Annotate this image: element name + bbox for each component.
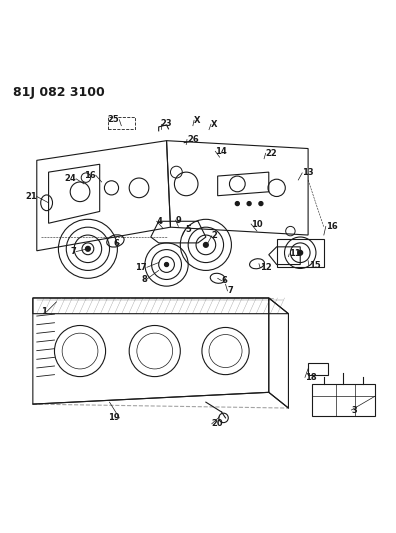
Text: 12: 12 [260,263,272,272]
Text: 16: 16 [84,171,96,180]
Text: 15: 15 [309,261,321,270]
Circle shape [247,201,251,206]
Text: 16: 16 [326,222,337,231]
Text: 20: 20 [212,419,223,429]
Text: X: X [211,119,217,128]
Text: 5: 5 [185,225,191,235]
Text: 3: 3 [351,406,357,415]
Text: 25: 25 [108,115,119,124]
Text: 4: 4 [157,217,163,226]
Text: 24: 24 [65,174,76,183]
Text: 17: 17 [135,263,147,272]
Circle shape [298,251,303,255]
Circle shape [235,201,239,206]
Text: 14: 14 [215,147,227,156]
Text: 22: 22 [266,149,277,158]
Text: 26: 26 [187,135,199,144]
Text: 19: 19 [108,414,119,422]
Text: 7: 7 [227,286,233,295]
Circle shape [86,246,90,251]
Text: 10: 10 [251,220,263,229]
Text: 1: 1 [41,307,47,316]
Text: 18: 18 [305,373,316,382]
Text: 23: 23 [161,119,172,128]
Text: 81J 082 3100: 81J 082 3100 [13,86,105,99]
Text: 21: 21 [25,192,37,201]
Text: 8: 8 [141,274,147,284]
Text: 6: 6 [222,276,227,285]
Text: 9: 9 [175,216,181,224]
Text: 11: 11 [289,249,301,259]
Circle shape [204,243,208,247]
Text: 13: 13 [302,168,314,177]
Text: 6: 6 [114,239,119,248]
Circle shape [259,201,263,206]
Text: 7: 7 [70,247,76,256]
Text: X: X [194,116,200,125]
Circle shape [165,263,169,266]
Text: 2: 2 [212,231,218,240]
